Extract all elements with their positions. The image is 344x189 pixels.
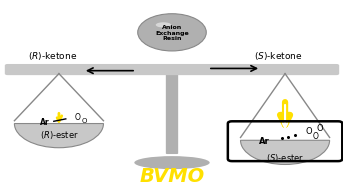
Text: O: O: [82, 118, 87, 124]
Text: O: O: [75, 112, 81, 122]
Text: O: O: [316, 124, 323, 133]
Text: Resin: Resin: [162, 36, 182, 41]
Text: Ar: Ar: [41, 118, 50, 127]
Text: $(S)$-ketone: $(S)$-ketone: [254, 50, 302, 63]
Text: $(S)$-ester: $(S)$-ester: [266, 153, 304, 164]
Text: Anion: Anion: [162, 25, 182, 30]
Text: $(R)$-ester: $(R)$-ester: [40, 129, 78, 141]
Ellipse shape: [156, 22, 171, 27]
Wedge shape: [14, 124, 104, 148]
Text: O: O: [306, 127, 312, 136]
Wedge shape: [240, 140, 330, 164]
FancyBboxPatch shape: [166, 67, 178, 154]
Text: Exchange: Exchange: [155, 31, 189, 36]
Circle shape: [138, 14, 206, 51]
Text: BVMO: BVMO: [139, 167, 205, 186]
Ellipse shape: [134, 156, 210, 169]
FancyBboxPatch shape: [5, 64, 339, 75]
Text: Ar: Ar: [259, 137, 270, 146]
Text: $(R)$-ketone: $(R)$-ketone: [28, 50, 77, 63]
Text: O: O: [313, 132, 319, 141]
